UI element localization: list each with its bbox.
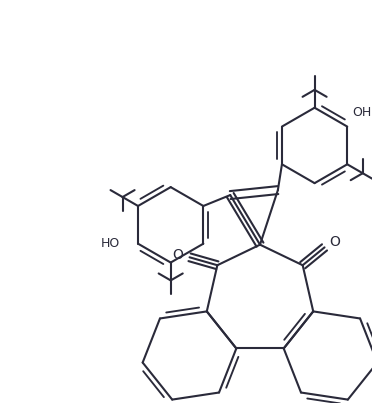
Text: OH: OH <box>352 106 372 119</box>
Text: O: O <box>329 235 340 249</box>
Text: O: O <box>172 248 183 262</box>
Text: HO: HO <box>101 237 120 250</box>
